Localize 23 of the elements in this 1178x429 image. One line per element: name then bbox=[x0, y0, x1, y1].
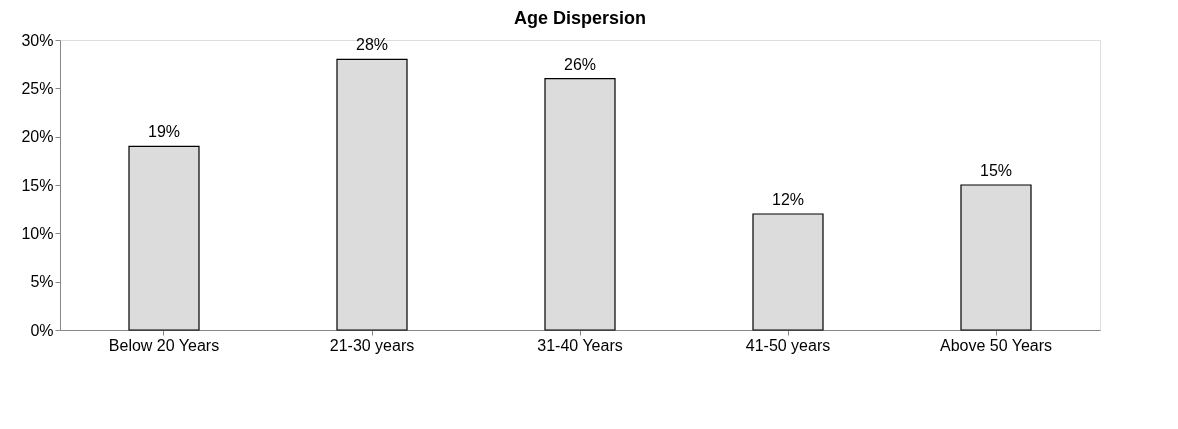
data-label: 26% bbox=[563, 55, 597, 73]
data-label: 15% bbox=[979, 162, 1013, 179]
bar bbox=[544, 78, 616, 331]
x-tick-label: Below 20 Years bbox=[108, 336, 220, 354]
y-tick-label: 20% bbox=[21, 128, 54, 146]
y-tick-label: 10% bbox=[21, 224, 54, 242]
bar bbox=[960, 184, 1032, 331]
bar bbox=[752, 213, 824, 331]
x-tick-label: 21-30 years bbox=[329, 336, 415, 354]
x-tick-label: 41-50 years bbox=[745, 336, 831, 354]
data-label: 28% bbox=[355, 36, 389, 54]
x-tick-label: Above 50 Years bbox=[939, 336, 1053, 354]
data-label: 12% bbox=[771, 191, 805, 208]
x-tick-label: 31-40 Years bbox=[537, 336, 623, 354]
y-tick-label: 25% bbox=[21, 79, 54, 97]
y-tick-label: 15% bbox=[21, 176, 54, 194]
bar bbox=[128, 145, 200, 331]
chart-title: Age Dispersion bbox=[513, 8, 647, 28]
y-tick-label: 5% bbox=[30, 273, 54, 291]
y-tick-label: 30% bbox=[21, 31, 54, 49]
y-tick-label: 0% bbox=[30, 321, 54, 339]
data-label: 19% bbox=[147, 123, 181, 141]
bar bbox=[336, 58, 408, 331]
